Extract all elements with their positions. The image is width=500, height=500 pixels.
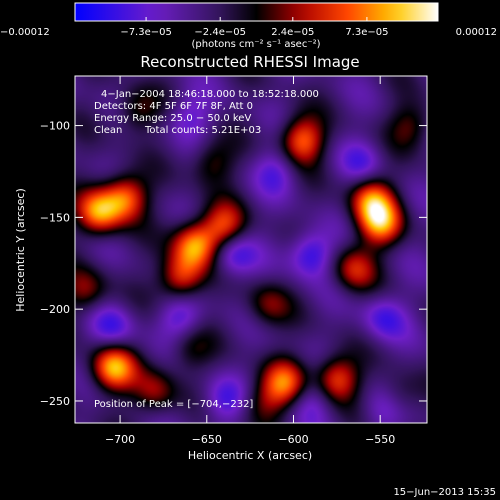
chart-title: Reconstructed RHESSI Image (140, 53, 359, 71)
colorbar-tick-label: 0.00012 (456, 27, 497, 38)
y-axis-label: Heliocentric Y (arcsec) (14, 188, 27, 312)
annotation-peak-position: Position of Peak = [−704,−232] (94, 399, 253, 410)
colorbar-tick-label: −7.3e−05 (120, 27, 172, 38)
heatmap-canvas (75, 76, 427, 423)
y-tick-label: −100 (40, 120, 70, 133)
x-tick-label: −700 (105, 433, 135, 446)
colorbar-unit-label: (photons cm⁻² s⁻¹ asec⁻²) (191, 39, 320, 50)
x-tick-label: −600 (278, 433, 308, 446)
colorbar-tick-label: −2.4e−05 (194, 27, 246, 38)
colorbar-ticks: −0.00012 −7.3e−05 −2.4e−05 2.4e−05 7.3e−05 0.… (0, 17, 497, 38)
annotation-total-counts: Total counts: 5.21E+03 (144, 125, 261, 136)
x-tick-label: −550 (365, 433, 395, 446)
footer-timestamp: 15−Jun−2013 15:35 (393, 487, 496, 498)
colorbar (74, 2, 439, 22)
y-axis-ticks: −100 −150 −200 −250 (40, 120, 427, 408)
image-frame (74, 75, 428, 424)
x-axis-ticks: −700 −650 −600 −550 (105, 76, 395, 446)
colorbar-tick-label: 7.3e−05 (345, 27, 388, 38)
y-tick-label: −150 (40, 211, 70, 224)
annotation-detectors: Detectors: 4F 5F 6F 7F 8F, Att 0 (94, 101, 253, 112)
annotation-clean: Clean (94, 125, 122, 136)
colorbar-tick-label: −0.00012 (0, 27, 50, 38)
y-tick-label: −200 (40, 303, 70, 316)
x-tick-label: −650 (192, 433, 222, 446)
colorbar-tick-label: 2.4e−05 (271, 27, 314, 38)
x-axis-label: Heliocentric X (arcsec) (188, 449, 312, 462)
annotation-time-range: 4−Jan−2004 18:46:18.000 to 18:52:18.000 (101, 89, 319, 100)
y-tick-label: −250 (40, 395, 70, 408)
annotation-energy-range: Energy Range: 25.0 − 50.0 keV (94, 113, 251, 124)
